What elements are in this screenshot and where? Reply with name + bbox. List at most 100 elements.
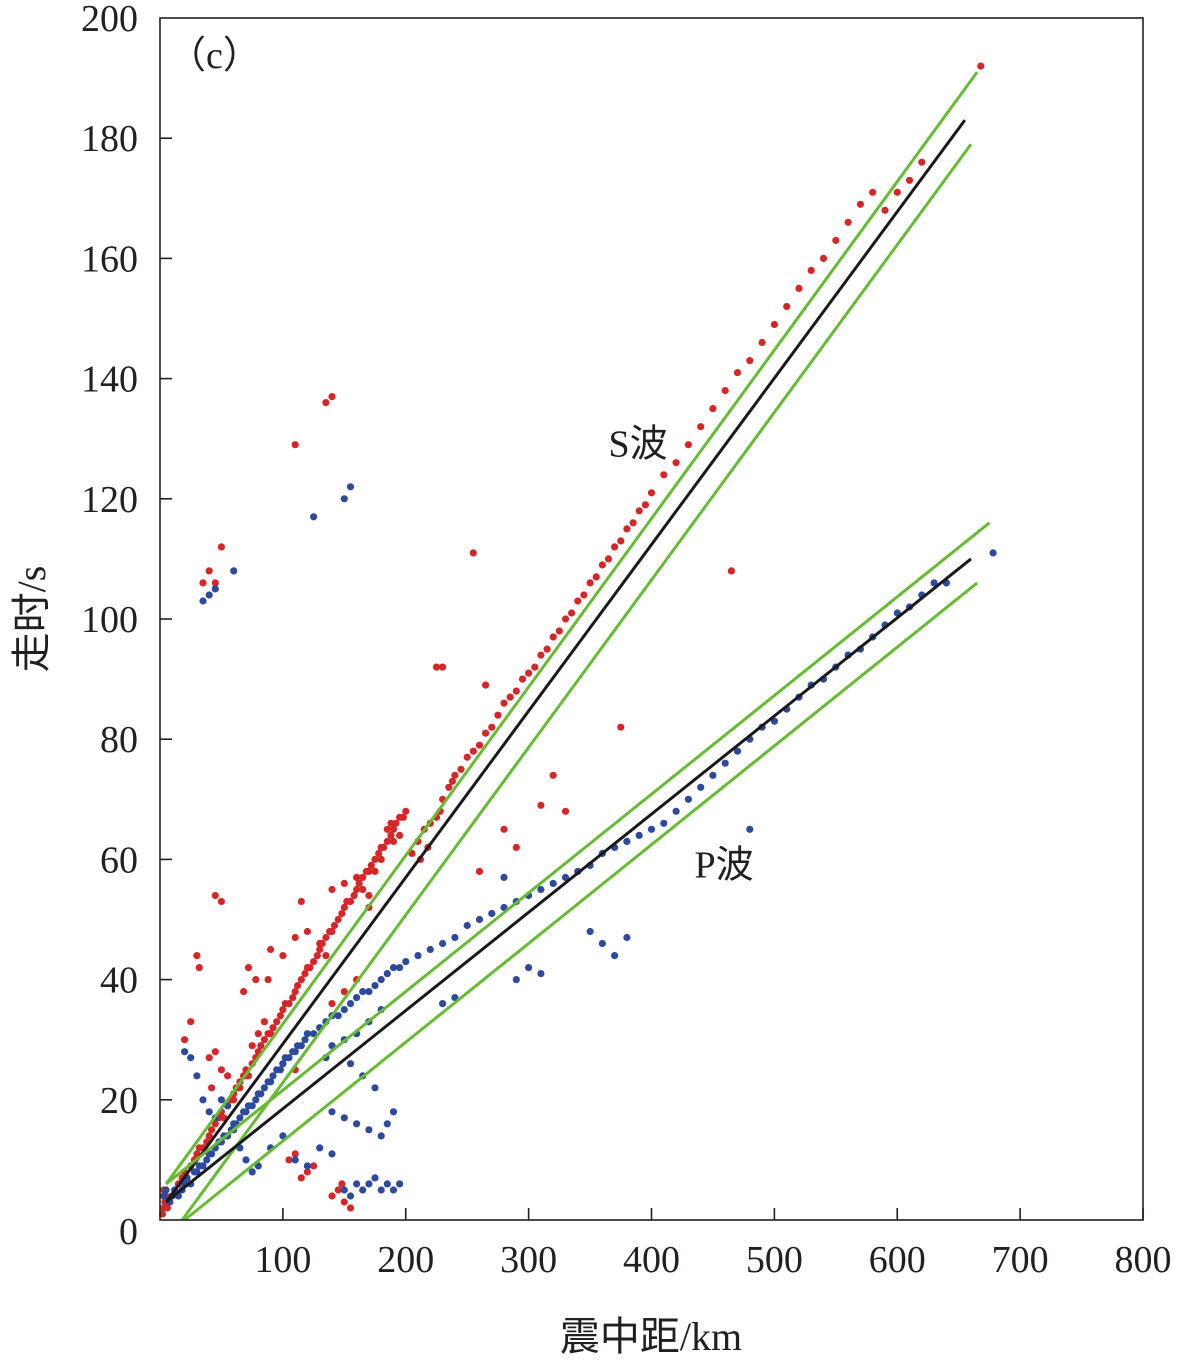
series-0-point-36 [257, 1042, 265, 1050]
series-0-point-112 [555, 627, 563, 635]
series-1-point-142 [377, 1132, 385, 1140]
series-1-point-38 [276, 1066, 284, 1074]
x-tick-label-2: 300 [500, 1239, 557, 1281]
series-0-point-216 [482, 681, 490, 689]
series-1-point-93 [770, 717, 779, 725]
series-0-point-156 [211, 1048, 219, 1056]
series-1-point-48 [310, 1030, 318, 1038]
series-1-point-110 [187, 1054, 195, 1062]
series-0-point-107 [525, 669, 533, 677]
series-1-point-113 [205, 1108, 213, 1116]
series-0-point-174 [291, 933, 299, 942]
series-1-point-133 [371, 1174, 379, 1182]
series-0-point-46 [289, 994, 297, 1002]
series-1-point-124 [291, 1156, 299, 1164]
series-0-point-219 [549, 771, 557, 779]
series-0-point-59 [328, 927, 336, 936]
series-1-point-160 [230, 567, 238, 575]
series-0-point-180 [340, 879, 348, 888]
series-0-point-211 [217, 543, 225, 551]
annotation-p-wave: P波 [695, 844, 754, 886]
series-0-point-124 [629, 519, 637, 527]
series-0-point-100 [482, 729, 490, 737]
series-1-point-170 [439, 1000, 447, 1008]
series-1-point-13 [199, 1162, 207, 1170]
series-0-point-175 [303, 927, 311, 936]
series-0-point-208 [328, 393, 336, 401]
series-0-point-101 [488, 723, 496, 731]
series-0-point-19 [205, 1132, 213, 1140]
series-1-point-29 [248, 1102, 256, 1110]
series-0-point-115 [574, 597, 582, 605]
series-1-point-74 [537, 885, 545, 894]
series-0-point-209 [205, 567, 213, 575]
series-0-point-45 [285, 1000, 293, 1008]
series-1-point-64 [414, 952, 422, 960]
series-1-point-87 [697, 783, 705, 791]
series-1-point-30 [252, 1096, 260, 1104]
series-1-point-65 [426, 945, 434, 954]
series-1-point-67 [451, 933, 459, 942]
series-0-point-123 [623, 525, 631, 533]
series-0-point-138 [783, 302, 791, 311]
series-0-point-95 [451, 771, 459, 779]
series-1-point-129 [346, 1192, 355, 1200]
series-1-point-161 [500, 873, 508, 882]
series-0-point-110 [543, 645, 551, 653]
series-1-point-39 [279, 1060, 287, 1068]
series-0-point-97 [463, 753, 471, 761]
fit-line-5 [183, 581, 979, 1222]
y-tick-label-4: 80 [100, 719, 138, 761]
series-1-point-75 [549, 879, 557, 888]
y-tick-label-2: 40 [100, 960, 138, 1002]
series-1-point-135 [383, 1180, 391, 1188]
series-0-point-104 [506, 693, 514, 701]
series-0-point-52 [306, 964, 314, 972]
series-1-point-169 [537, 970, 545, 978]
series-1-point-43 [291, 1048, 299, 1056]
series-0-point-72 [367, 861, 375, 870]
series-0-point-77 [383, 837, 391, 846]
series-1-point-32 [257, 1090, 265, 1098]
fit-line-4 [165, 521, 991, 1186]
series-1-point-145 [371, 1084, 379, 1092]
series-0-point-130 [684, 441, 693, 449]
series-0-point-142 [832, 236, 840, 244]
series-0-point-165 [260, 1018, 268, 1026]
series-0-point-196 [285, 1156, 293, 1164]
series-1-point-46 [301, 1036, 309, 1044]
annotation-s-wave: S波 [608, 424, 667, 466]
series-0-point-150 [977, 62, 985, 70]
series-0-point-148 [905, 176, 914, 184]
series-0-point-188 [377, 855, 385, 864]
x-tick-label-3: 400 [623, 1239, 680, 1281]
y-tick-label-9: 180 [81, 118, 138, 160]
series-1-point-147 [346, 1060, 355, 1068]
y-axis-title: 走时/s [9, 566, 54, 673]
series-0-point-159 [224, 1072, 232, 1080]
series-0-point-205 [338, 1180, 346, 1188]
series-0-point-48 [294, 982, 302, 990]
series-1-point-90 [733, 747, 742, 755]
series-1-point-70 [488, 909, 496, 918]
series-0-point-172 [267, 945, 275, 954]
series-1-point-162 [586, 927, 594, 936]
series-0-point-220 [537, 801, 545, 809]
series-0-point-143 [844, 218, 852, 226]
series-0-point-217 [617, 723, 625, 731]
series-0-point-67 [353, 885, 361, 894]
series-0-point-186 [387, 819, 395, 827]
series-0-point-21 [211, 1120, 219, 1128]
series-0-point-106 [518, 675, 527, 683]
series-1-point-168 [525, 964, 533, 972]
x-tick-label-6: 700 [992, 1239, 1049, 1281]
series-1-point-136 [389, 1186, 398, 1194]
series-0-point-212 [199, 579, 207, 587]
series-1-point-115 [217, 1096, 225, 1104]
series-0-point-4 [163, 1204, 171, 1212]
series-1-point-140 [353, 1120, 361, 1128]
series-1-point-130 [353, 1180, 361, 1188]
series-0-point-108 [531, 663, 539, 671]
series-0-point-120 [604, 555, 613, 563]
series-1-point-59 [377, 976, 385, 984]
